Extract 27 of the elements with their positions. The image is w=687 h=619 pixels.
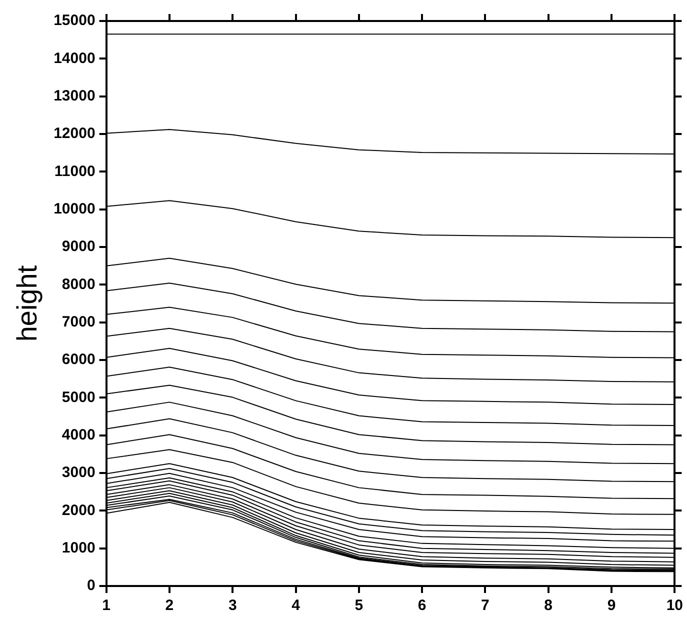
x-tick-label: 5 [354,597,364,614]
x-tick-label: 10 [666,597,683,614]
x-tick-label: 6 [418,597,426,614]
y-tick-label: 0 [86,577,96,594]
x-tick-label: 3 [228,597,237,614]
y-tick-label: 15000 [54,12,96,30]
y-tick-label: 5000 [62,388,96,406]
x-tick-label: 8 [544,597,553,614]
y-tick-label: 7000 [62,313,96,330]
y-tick-label: 8000 [62,276,96,293]
x-tick-label: 9 [607,597,616,614]
y-tick-label: 2000 [62,502,96,519]
y-tick-label: 12000 [54,125,96,142]
x-tick-label: 1 [102,597,110,614]
y-axis-title: height [12,265,43,342]
y-tick-label: 9000 [62,238,96,256]
y-tick-label: 1000 [62,539,96,556]
y-tick-label: 13000 [54,87,96,104]
y-tick-label: 4000 [62,426,96,444]
x-tick-label: 7 [481,597,490,614]
x-tick-label: 2 [165,597,174,614]
y-tick-label: 11000 [54,162,96,180]
y-tick-label: 14000 [54,50,96,67]
y-tick-label: 3000 [62,464,96,482]
y-tick-label: 10000 [54,200,96,218]
y-tick-label: 6000 [62,351,96,368]
x-tick-label: 4 [292,597,301,614]
